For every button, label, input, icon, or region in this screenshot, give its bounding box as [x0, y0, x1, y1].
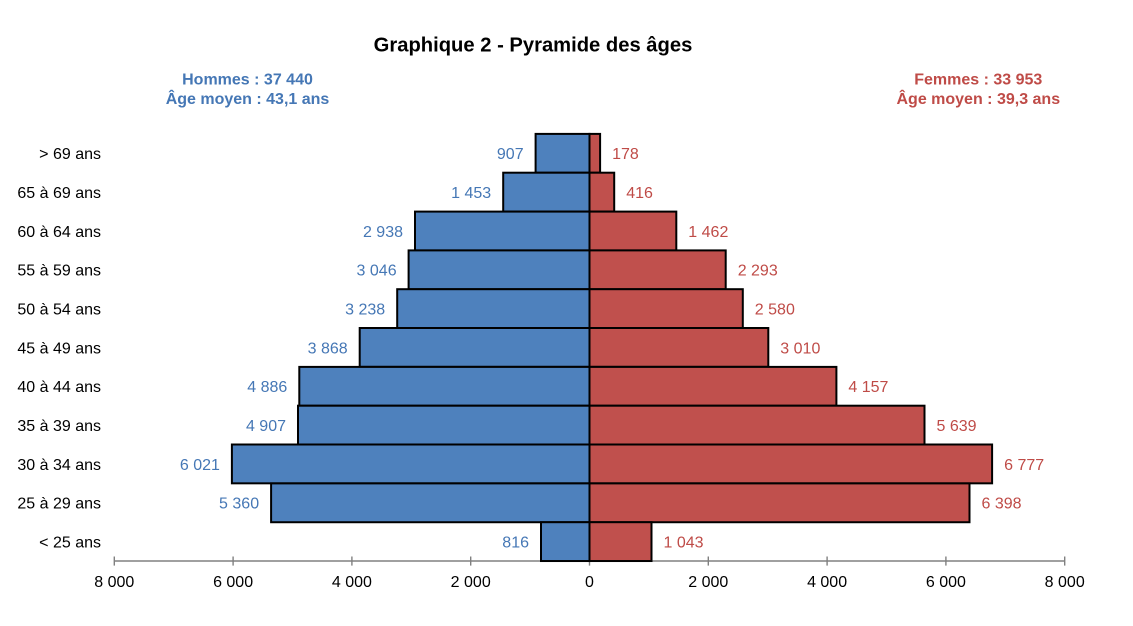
svg-text:Hommes : 37 440: Hommes : 37 440	[182, 71, 313, 88]
svg-text:6 021: 6 021	[180, 457, 220, 474]
svg-text:6 000: 6 000	[213, 574, 253, 591]
svg-text:> 69 ans: > 69 ans	[39, 146, 101, 163]
svg-text:25 à 29 ans: 25 à 29 ans	[17, 496, 101, 513]
svg-text:8 000: 8 000	[1045, 574, 1085, 591]
svg-text:55 à 59 ans: 55 à 59 ans	[17, 263, 101, 280]
svg-text:907: 907	[497, 146, 524, 163]
svg-text:45 à 49 ans: 45 à 49 ans	[17, 340, 101, 357]
svg-text:8 000: 8 000	[94, 574, 134, 591]
svg-text:4 157: 4 157	[848, 379, 888, 396]
svg-text:40 à 44 ans: 40 à 44 ans	[17, 379, 101, 396]
svg-text:Âge moyen : 43,1 ans: Âge moyen : 43,1 ans	[166, 89, 330, 108]
svg-text:3 238: 3 238	[345, 301, 385, 318]
svg-text:Graphique 2 - Pyramide des âge: Graphique 2 - Pyramide des âges	[374, 35, 693, 57]
svg-text:3 046: 3 046	[357, 263, 397, 280]
svg-text:2 000: 2 000	[688, 574, 728, 591]
svg-text:60 à 64 ans: 60 à 64 ans	[17, 224, 101, 241]
svg-text:Âge moyen : 39,3 ans: Âge moyen : 39,3 ans	[896, 89, 1060, 108]
svg-text:2 938: 2 938	[363, 224, 403, 241]
svg-text:1 043: 1 043	[664, 534, 704, 551]
svg-text:65 à 69 ans: 65 à 69 ans	[17, 185, 101, 202]
svg-text:2 580: 2 580	[755, 301, 795, 318]
svg-text:Femmes : 33 953: Femmes : 33 953	[914, 71, 1042, 88]
svg-text:4 907: 4 907	[246, 418, 286, 435]
svg-text:416: 416	[626, 185, 653, 202]
svg-text:1 453: 1 453	[451, 185, 491, 202]
svg-text:2 293: 2 293	[738, 263, 778, 280]
svg-text:3 010: 3 010	[780, 340, 820, 357]
svg-text:4 000: 4 000	[807, 574, 847, 591]
svg-text:30 à 34 ans: 30 à 34 ans	[17, 457, 101, 474]
svg-text:< 25 ans: < 25 ans	[39, 534, 101, 551]
svg-text:3 868: 3 868	[308, 340, 348, 357]
svg-text:1 462: 1 462	[688, 224, 728, 241]
svg-text:4 886: 4 886	[247, 379, 287, 396]
svg-text:178: 178	[612, 146, 639, 163]
svg-text:6 398: 6 398	[982, 496, 1022, 513]
svg-text:2 000: 2 000	[451, 574, 491, 591]
svg-text:0: 0	[585, 574, 594, 591]
svg-text:5 360: 5 360	[219, 496, 259, 513]
svg-text:50 à 54 ans: 50 à 54 ans	[17, 301, 101, 318]
svg-text:6 777: 6 777	[1004, 457, 1044, 474]
svg-text:35 à 39 ans: 35 à 39 ans	[17, 418, 101, 435]
svg-text:4 000: 4 000	[332, 574, 372, 591]
svg-text:816: 816	[502, 534, 529, 551]
svg-text:6 000: 6 000	[926, 574, 966, 591]
svg-text:5 639: 5 639	[937, 418, 977, 435]
